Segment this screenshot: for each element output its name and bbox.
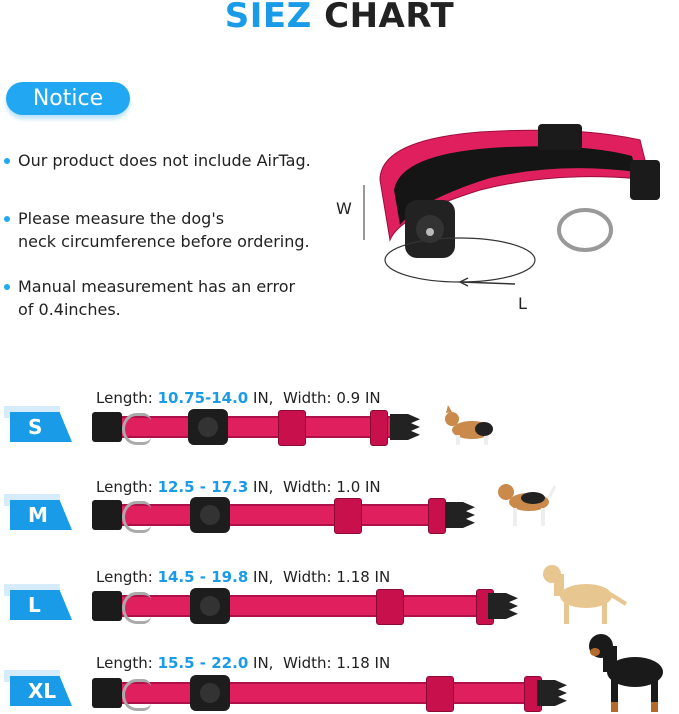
width-text: IN, Width: 1.0 IN [248, 478, 381, 496]
bullet-text: of 0.4inches. [18, 300, 121, 319]
bullet-text: neck circumference before ordering. [18, 232, 310, 251]
length-value: 12.5 - 17.3 [157, 478, 249, 496]
size-label: M [10, 500, 72, 530]
size-label: XL [10, 676, 72, 706]
length-label: L [518, 294, 527, 313]
notice-badge: Notice [6, 82, 130, 115]
size-tag-s: S [4, 406, 72, 442]
bullet-measure: Please measure the dog's neck circumferen… [4, 207, 310, 253]
title-accent: SIEZ [224, 0, 312, 36]
bullet-text: Manual measurement has an error [18, 277, 296, 296]
labrador-dog-image [543, 565, 628, 624]
collar-xl-image [92, 675, 567, 712]
page-title: SIEZ CHART [0, 0, 679, 36]
collar-m-image [92, 497, 475, 534]
size-xl-dimensions: Length: 15.5 - 22.0 IN, Width: 1.18 IN [96, 654, 390, 672]
size-l-dimensions: Length: 14.5 - 19.8 IN, Width: 1.18 IN [96, 568, 390, 586]
corgi-dog-image [445, 405, 493, 445]
size-s-dimensions: Length: 10.75-14.0 IN, Width: 0.9 IN [96, 389, 381, 407]
length-prefix: Length: [96, 478, 158, 496]
size-tag-l: L [4, 584, 72, 620]
size-tag-xl: XL [4, 670, 72, 706]
bullet-dot-icon [4, 216, 10, 222]
length-prefix: Length: [96, 654, 158, 672]
length-prefix: Length: [96, 568, 158, 586]
width-text: IN, Width: 1.18 IN [248, 654, 391, 672]
bullet-error: Manual measurement has an error of 0.4inc… [4, 275, 295, 321]
width-text: IN, Width: 0.9 IN [248, 389, 381, 407]
size-label: S [10, 412, 72, 442]
title-rest: CHART [324, 0, 455, 36]
rottweiler-dog-image [589, 634, 663, 712]
width-label: W [336, 199, 352, 218]
collar-l-image [92, 588, 518, 625]
beagle-dog-image [498, 484, 557, 526]
length-value: 15.5 - 22.0 [157, 654, 249, 672]
size-m-dimensions: Length: 12.5 - 17.3 IN, Width: 1.0 IN [96, 478, 381, 496]
size-label: L [10, 590, 72, 620]
bullet-text: Please measure the dog's [18, 209, 225, 228]
bullet-text: Our product does not include AirTag. [18, 151, 311, 170]
length-value: 10.75-14.0 [157, 389, 249, 407]
bullet-dot-icon [4, 284, 10, 290]
size-tag-m: M [4, 494, 72, 530]
length-value: 14.5 - 19.8 [157, 568, 249, 586]
collar-s-image [92, 409, 420, 446]
width-text: IN, Width: 1.18 IN [248, 568, 391, 586]
length-prefix: Length: [96, 389, 158, 407]
bullet-dot-icon [4, 158, 10, 164]
bullet-airtag: Our product does not include AirTag. [4, 149, 311, 172]
collar-diagram-image [363, 124, 660, 287]
